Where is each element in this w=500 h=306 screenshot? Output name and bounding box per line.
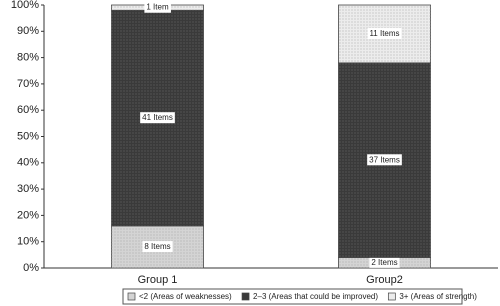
legend-swatch bbox=[387, 292, 396, 301]
data-label: 8 Items bbox=[144, 242, 170, 251]
legend-box bbox=[122, 288, 463, 305]
y-tick-label: 100% bbox=[11, 0, 39, 11]
y-tick-label: 70% bbox=[17, 78, 39, 90]
x-tick-label: Group 1 bbox=[138, 274, 178, 286]
legend-label: 3+ (Areas of strength) bbox=[399, 292, 477, 301]
legend-swatch bbox=[241, 292, 250, 301]
y-tick-label: 20% bbox=[17, 209, 39, 221]
data-label: 41 Items bbox=[142, 113, 173, 122]
x-tick-label: Group2 bbox=[366, 274, 403, 286]
y-tick-label: 50% bbox=[17, 130, 39, 142]
data-label-bg bbox=[367, 154, 402, 166]
data-label-bg bbox=[369, 256, 400, 268]
y-tick-label: 60% bbox=[17, 104, 39, 116]
legend-swatch bbox=[127, 292, 136, 301]
data-label: 1 Item bbox=[146, 3, 169, 12]
data-label: 37 Items bbox=[369, 155, 400, 164]
y-tick-label: 0% bbox=[23, 262, 39, 274]
data-label: 2 Items bbox=[371, 258, 397, 267]
data-label-bg bbox=[367, 28, 402, 40]
data-label: 11 Items bbox=[369, 29, 399, 38]
data-label-bg bbox=[142, 241, 173, 253]
legend-label: <2 (Areas of weaknesses) bbox=[139, 292, 232, 301]
legend-label: 2–3 (Areas that could be improved) bbox=[253, 292, 378, 301]
data-label-bg bbox=[144, 1, 171, 13]
y-tick-label: 30% bbox=[17, 183, 39, 195]
y-tick-label: 90% bbox=[17, 25, 39, 37]
data-label-bg bbox=[140, 112, 175, 124]
y-tick-label: 10% bbox=[17, 236, 39, 248]
y-tick-label: 80% bbox=[17, 52, 39, 64]
y-tick-label: 40% bbox=[17, 157, 39, 169]
